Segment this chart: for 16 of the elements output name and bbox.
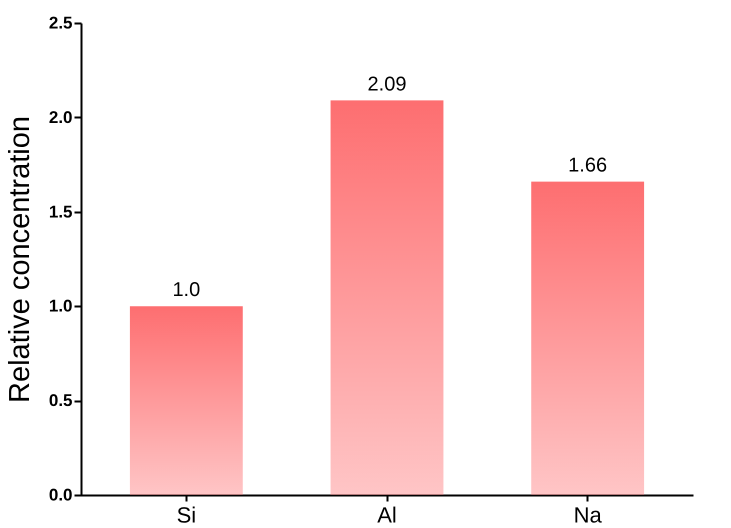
- y-tick-label: 1.5: [48, 202, 72, 222]
- x-tick-label: Al: [377, 502, 397, 528]
- y-tick-label: 2.5: [48, 14, 72, 32]
- data-label: 1.66: [568, 154, 608, 177]
- y-tick-label: 0.5: [48, 391, 72, 410]
- bar: [130, 306, 243, 495]
- y-axis-title: Relative concentration: [4, 116, 36, 403]
- y-tick-label: 1.0: [48, 296, 72, 316]
- x-tick-label: Si: [176, 502, 196, 528]
- data-label: 2.09: [368, 73, 406, 96]
- bar: [531, 182, 644, 495]
- y-tick-label: 2.0: [48, 108, 72, 127]
- bar: [330, 100, 444, 495]
- y-tick-label: 0.0: [48, 486, 72, 504]
- x-tick-label: Na: [574, 502, 602, 528]
- data-label: 1.0: [172, 279, 200, 302]
